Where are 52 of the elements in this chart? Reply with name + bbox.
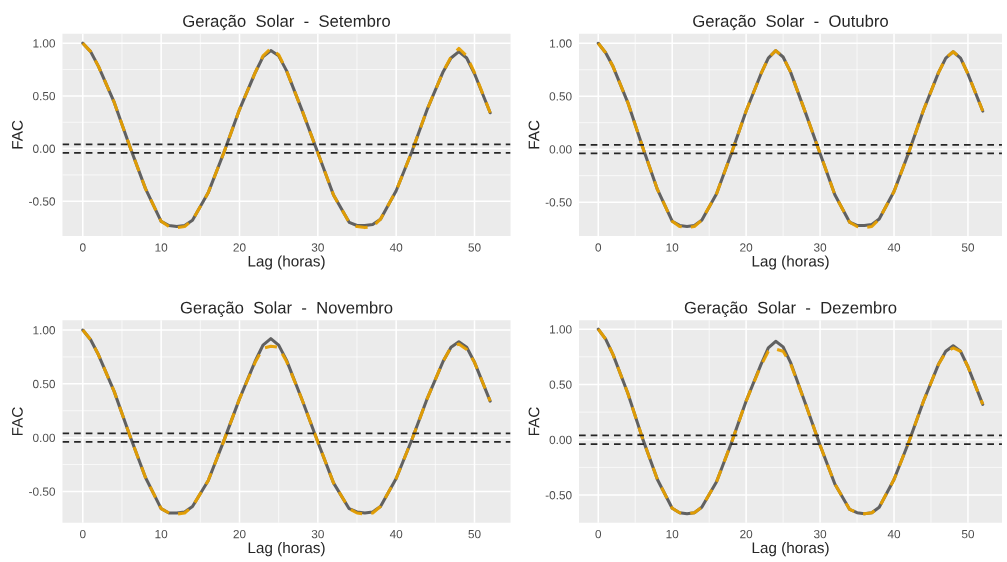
y-tick-label: 1.00: [33, 39, 56, 48]
x-tick-label: 40: [389, 529, 403, 539]
y-tick-label: 1.00: [550, 325, 572, 334]
y-tick-label: 0.50: [549, 92, 572, 101]
y-tick-label: 0.00: [549, 145, 572, 154]
y-tick-label: 1.00: [550, 39, 572, 48]
x-axis-title: Lag (horas): [752, 255, 829, 270]
y-tick-label: -0.50: [545, 198, 572, 207]
y-tick-label: 0.50: [549, 380, 572, 389]
x-tick-label: 50: [468, 529, 481, 539]
y-axis-title: FAC: [11, 120, 23, 149]
x-tick-label: 20: [740, 243, 753, 252]
chart-title: Geração Solar - Dezembro: [684, 301, 897, 317]
chart-title: Geração Solar - Outubro: [693, 14, 888, 31]
y-tick-label: -0.50: [29, 197, 56, 206]
y-tick-label: 0.00: [32, 144, 56, 153]
y-tick-label: -0.50: [29, 487, 56, 496]
y-tick-label: -0.50: [545, 491, 572, 500]
chart-title: Geração Solar - Novembro: [180, 301, 393, 317]
y-tick-label: 0.50: [32, 91, 56, 101]
x-tick-label: 50: [468, 243, 481, 252]
x-tick-label: 40: [389, 243, 403, 252]
x-tick-label: 40: [887, 243, 901, 252]
x-tick-label: 50: [961, 529, 975, 539]
y-tick-label: 1.00: [33, 326, 56, 335]
y-axis-title: FAC: [11, 407, 23, 436]
y-axis-title: FAC: [528, 407, 540, 436]
x-tick-label: 30: [311, 529, 324, 539]
y-axis-title: FAC: [528, 120, 540, 149]
x-tick-label: 10: [666, 243, 679, 252]
x-tick-label: 40: [887, 529, 901, 539]
x-tick-label: 50: [961, 243, 975, 252]
x-tick-label: 20: [233, 243, 246, 252]
x-tick-label: 30: [311, 243, 324, 252]
x-tick-label: 30: [813, 243, 827, 252]
x-tick-label: 0: [79, 529, 86, 539]
x-tick-label: 30: [813, 529, 827, 539]
x-tick-label: 10: [666, 529, 679, 539]
chart-title: Geração Solar - Setembro: [183, 14, 391, 31]
x-axis-title: Lag (horas): [248, 542, 325, 557]
x-tick-label: 10: [155, 529, 168, 539]
x-tick-label: 20: [740, 529, 753, 539]
y-tick-label: 0.00: [32, 433, 56, 443]
x-tick-label: 0: [79, 243, 86, 252]
x-tick-label: 0: [595, 243, 602, 252]
y-tick-label: 0.00: [549, 435, 572, 445]
x-tick-label: 10: [155, 243, 168, 252]
x-axis-title: Lag (horas): [752, 542, 829, 557]
y-tick-label: 0.50: [32, 379, 56, 389]
x-axis-title: Lag (horas): [248, 255, 325, 270]
x-tick-label: 0: [595, 529, 602, 539]
x-tick-label: 20: [233, 529, 246, 539]
